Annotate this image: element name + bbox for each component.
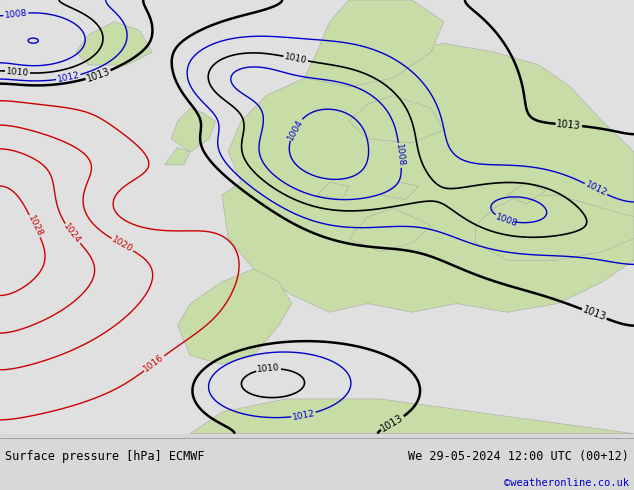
Polygon shape [222,44,634,312]
Text: 1008: 1008 [4,8,28,20]
Polygon shape [190,399,634,434]
Polygon shape [165,147,190,165]
Text: 1016: 1016 [142,353,166,374]
Text: 1013: 1013 [85,66,112,84]
Text: Surface pressure [hPa] ECMWF: Surface pressure [hPa] ECMWF [5,450,205,463]
Polygon shape [380,182,418,199]
Text: 1013: 1013 [581,305,607,323]
Text: 1013: 1013 [379,413,406,434]
Polygon shape [304,0,444,87]
Polygon shape [507,182,545,204]
Text: 1024: 1024 [62,222,83,245]
Text: 1008: 1008 [495,212,519,228]
Text: ©weatheronline.co.uk: ©weatheronline.co.uk [504,478,629,488]
Polygon shape [349,96,444,143]
Text: 1012: 1012 [584,180,608,198]
Text: 1004: 1004 [285,117,304,142]
Polygon shape [349,208,431,251]
Text: 1013: 1013 [556,119,581,131]
Polygon shape [171,108,216,152]
Polygon shape [476,195,634,260]
Polygon shape [76,22,152,65]
Polygon shape [317,182,349,199]
Text: 1012: 1012 [292,409,316,421]
Text: We 29-05-2024 12:00 UTC (00+12): We 29-05-2024 12:00 UTC (00+12) [408,450,629,463]
Text: 1012: 1012 [56,71,81,84]
Text: 1028: 1028 [26,214,44,238]
Polygon shape [178,269,292,364]
Text: 1010: 1010 [6,67,29,77]
Text: 1010: 1010 [257,364,280,374]
Text: 1010: 1010 [283,52,308,65]
Text: 1008: 1008 [394,144,406,168]
Text: 1020: 1020 [110,235,134,254]
